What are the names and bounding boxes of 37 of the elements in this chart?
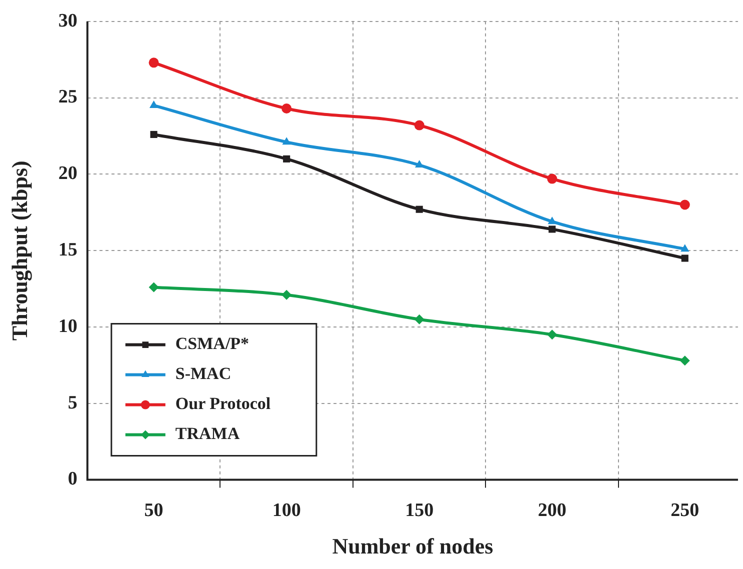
x-tick-label: 200 bbox=[538, 500, 566, 522]
y-tick-label: 30 bbox=[58, 10, 78, 32]
point bbox=[283, 155, 290, 162]
point bbox=[414, 120, 424, 130]
x-tick-label: 150 bbox=[405, 500, 434, 522]
x-tick-label: 250 bbox=[670, 500, 700, 522]
point bbox=[681, 254, 688, 262]
y-tick-label: 20 bbox=[58, 163, 78, 184]
point bbox=[149, 100, 158, 108]
y-tick-label: 5 bbox=[68, 392, 78, 414]
x-axis-title: Number of nodes bbox=[332, 533, 494, 558]
point bbox=[548, 226, 556, 233]
x-tick-label: 50 bbox=[144, 500, 164, 522]
y-tick-label: 15 bbox=[58, 240, 78, 261]
point bbox=[282, 137, 291, 145]
y-axis-title: Throughput (kbps) bbox=[6, 160, 32, 341]
point bbox=[547, 330, 558, 340]
point bbox=[148, 58, 159, 68]
point bbox=[548, 216, 556, 224]
legend-label: Our Protocol bbox=[175, 394, 271, 414]
point bbox=[414, 314, 424, 324]
y-tick-label: 25 bbox=[58, 86, 78, 108]
point bbox=[282, 103, 292, 114]
legend-label: S-MAC bbox=[175, 364, 232, 384]
point bbox=[680, 244, 690, 252]
point bbox=[148, 282, 159, 292]
x-tick-label: 100 bbox=[272, 500, 301, 522]
point bbox=[680, 356, 690, 366]
point bbox=[150, 130, 158, 138]
y-tick-label: 0 bbox=[68, 468, 78, 490]
legend-label: TRAMA bbox=[175, 424, 240, 444]
y-tick-label: 10 bbox=[58, 316, 78, 337]
point bbox=[282, 290, 292, 300]
point bbox=[547, 174, 558, 184]
point bbox=[680, 200, 690, 210]
point bbox=[416, 206, 423, 213]
legend-label: CSMA/P* bbox=[175, 334, 250, 354]
